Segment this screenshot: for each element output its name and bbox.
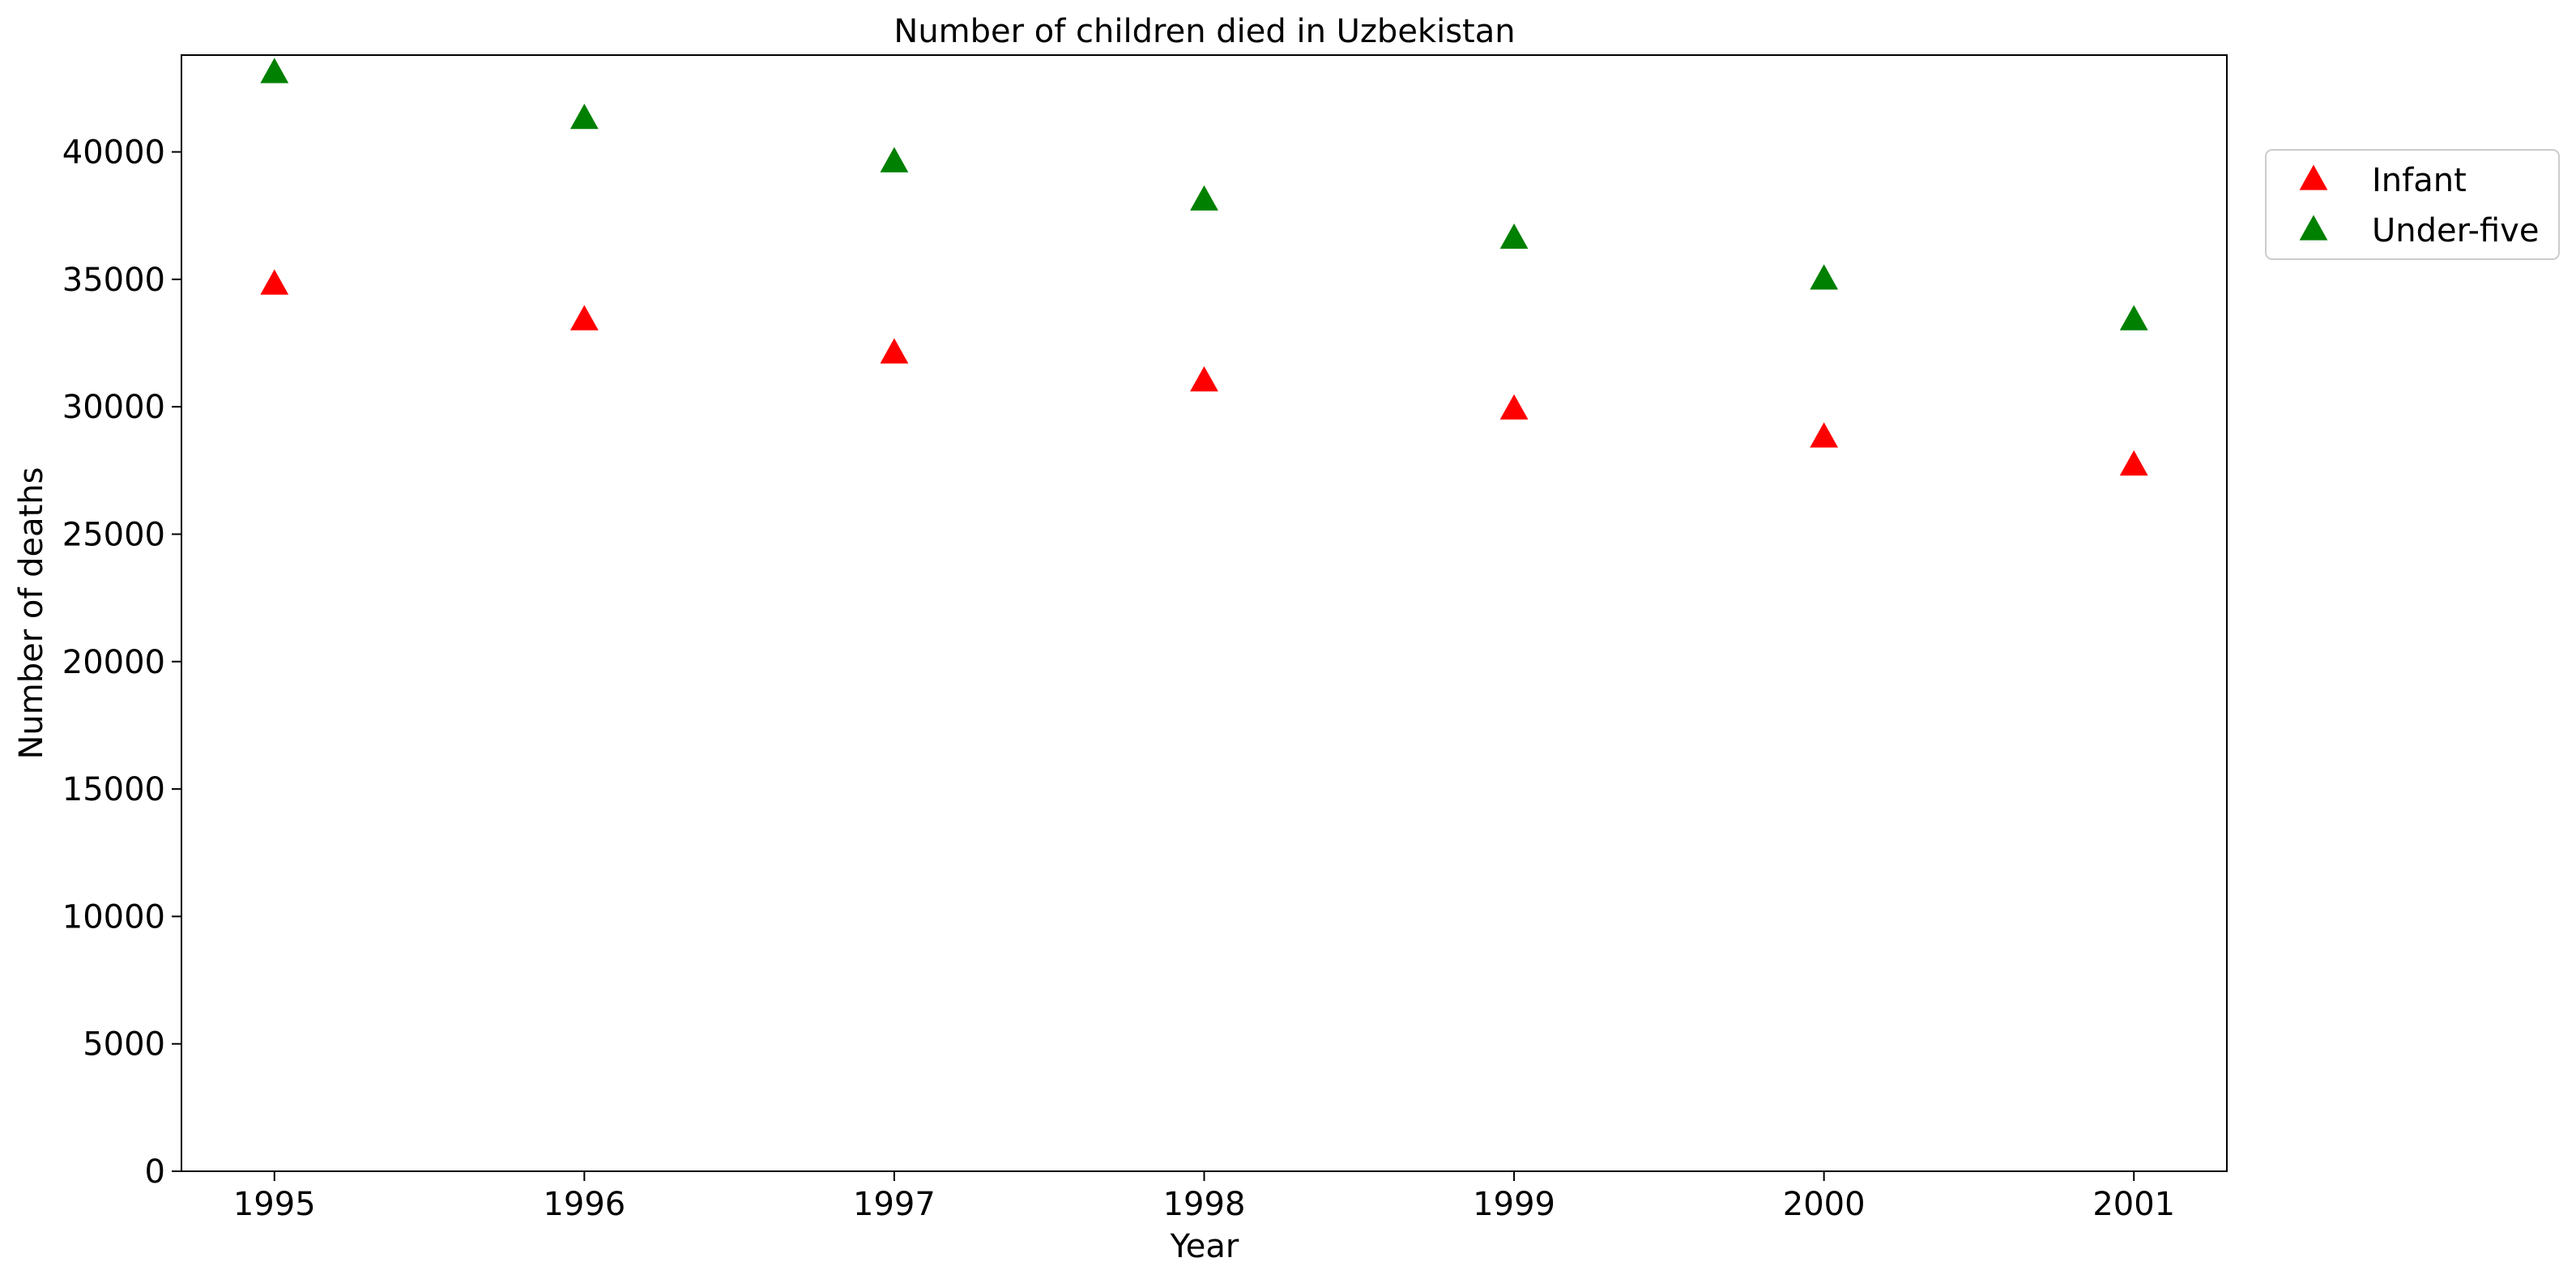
plot-area (260, 58, 2148, 476)
legend-marker-infant (2299, 164, 2328, 190)
legend-label-infant: Infant (2372, 162, 2467, 199)
data-point-under-five (569, 104, 599, 130)
data-point-under-five (1499, 223, 1529, 249)
data-point-under-five (1810, 264, 1839, 290)
chart-title: Number of children died in Uzbekistan (893, 13, 1515, 50)
y-tick-label: 35000 (62, 262, 165, 299)
x-tick-label: 1998 (1163, 1186, 1246, 1223)
x-tick-label: 1995 (233, 1186, 316, 1223)
x-tick-label: 2000 (1783, 1186, 1866, 1223)
data-point-infant (1190, 366, 1218, 392)
y-tick-label: 0 (145, 1153, 165, 1191)
y-tick-label: 30000 (62, 389, 165, 426)
legend-label-under-five: Under-five (2372, 212, 2539, 249)
y-tick-label: 40000 (62, 134, 165, 172)
data-point-infant (569, 305, 599, 330)
data-point-infant (260, 269, 289, 295)
legend: Infant Under-five (2265, 149, 2560, 260)
data-point-infant (1499, 394, 1529, 420)
x-tick-label: 1997 (853, 1186, 936, 1223)
data-point-infant (2119, 450, 2148, 476)
x-tick-label: 1996 (543, 1186, 625, 1223)
y-tick-label: 15000 (62, 771, 165, 808)
data-point-under-five (1190, 185, 1218, 211)
legend-marker-under-five (2299, 215, 2328, 241)
x-tick-label: 1999 (1473, 1186, 1555, 1223)
data-point-infant (880, 338, 909, 364)
y-tick-label: 10000 (62, 898, 165, 936)
data-point-under-five (880, 147, 909, 173)
y-axis-label: Number of deaths (13, 467, 50, 759)
data-point-under-five (260, 58, 289, 83)
legend-box (2265, 149, 2560, 260)
x-tick-label: 2001 (2092, 1186, 2175, 1223)
x-axis-label: Year (1170, 1228, 1239, 1265)
y-tick-label: 5000 (83, 1026, 165, 1064)
y-tick-label: 20000 (62, 644, 165, 681)
data-point-infant (1810, 422, 1839, 448)
data-point-under-five (2119, 305, 2148, 330)
y-tick-label: 25000 (62, 516, 165, 553)
